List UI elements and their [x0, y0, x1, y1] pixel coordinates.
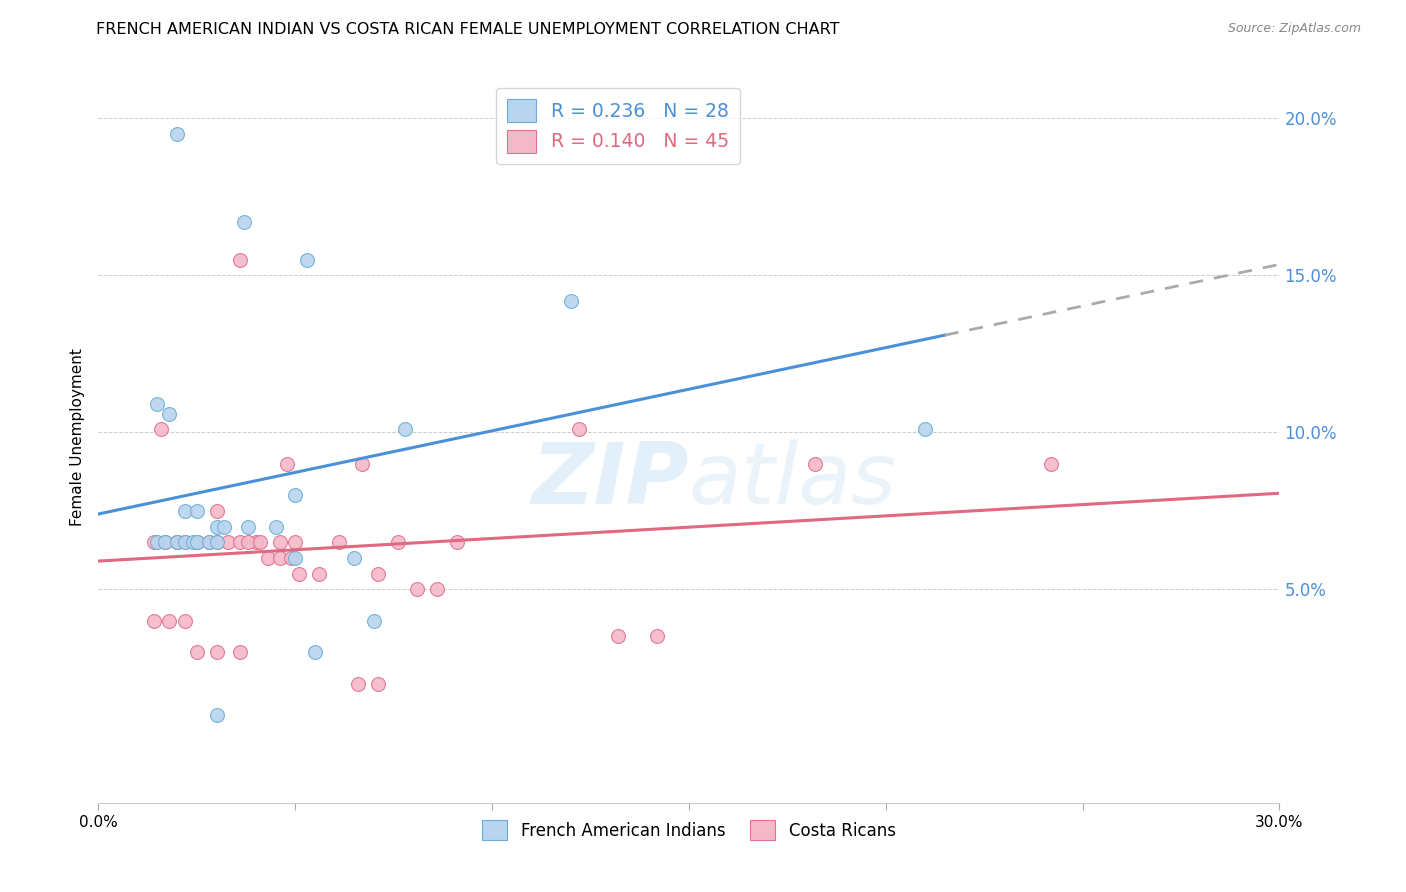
Point — [142, 535, 165, 549]
Point — [367, 566, 389, 581]
Point — [174, 504, 197, 518]
Point — [205, 707, 228, 722]
Point — [394, 422, 416, 436]
Point — [284, 488, 307, 502]
Point — [233, 215, 256, 229]
Point — [217, 535, 239, 549]
Point — [181, 535, 204, 549]
Point — [146, 535, 169, 549]
Point — [174, 614, 197, 628]
Point — [276, 457, 298, 471]
Point — [205, 535, 228, 549]
Point — [166, 535, 188, 549]
Text: atlas: atlas — [689, 440, 897, 523]
Point — [174, 535, 197, 549]
Point — [295, 252, 318, 267]
Point — [229, 252, 252, 267]
Point — [269, 550, 291, 565]
Point — [205, 519, 228, 533]
Point — [197, 535, 219, 549]
Point — [214, 519, 236, 533]
Point — [352, 457, 374, 471]
Point — [308, 566, 330, 581]
Text: FRENCH AMERICAN INDIAN VS COSTA RICAN FEMALE UNEMPLOYMENT CORRELATION CHART: FRENCH AMERICAN INDIAN VS COSTA RICAN FE… — [96, 22, 839, 37]
Point — [387, 535, 409, 549]
Point — [205, 645, 228, 659]
Point — [245, 535, 267, 549]
Point — [186, 535, 208, 549]
Point — [406, 582, 429, 597]
Point — [363, 614, 385, 628]
Point — [186, 535, 208, 549]
Point — [205, 504, 228, 518]
Point — [157, 614, 180, 628]
Text: ZIP: ZIP — [531, 440, 689, 523]
Point — [166, 535, 188, 549]
Point — [288, 566, 311, 581]
Point — [155, 535, 177, 549]
Point — [166, 127, 188, 141]
Point — [142, 614, 165, 628]
Point — [560, 293, 582, 308]
Point — [150, 422, 173, 436]
Point — [269, 535, 291, 549]
Point — [155, 535, 177, 549]
Point — [229, 535, 252, 549]
Point — [197, 535, 219, 549]
Point — [186, 645, 208, 659]
Point — [347, 676, 370, 690]
Point — [146, 397, 169, 411]
Y-axis label: Female Unemployment: Female Unemployment — [69, 348, 84, 526]
Point — [426, 582, 449, 597]
Point — [236, 519, 259, 533]
Point — [280, 550, 302, 565]
Point — [568, 422, 591, 436]
Point — [186, 504, 208, 518]
Point — [446, 535, 468, 549]
Point — [174, 535, 197, 549]
Point — [229, 645, 252, 659]
Point — [607, 629, 630, 643]
Point — [343, 550, 366, 565]
Point — [367, 676, 389, 690]
Legend: French American Indians, Costa Ricans: French American Indians, Costa Ricans — [475, 814, 903, 847]
Point — [249, 535, 271, 549]
Point — [236, 535, 259, 549]
Point — [914, 422, 936, 436]
Point — [264, 519, 287, 533]
Point — [256, 550, 278, 565]
Point — [284, 535, 307, 549]
Point — [804, 457, 827, 471]
Point — [304, 645, 326, 659]
Point — [328, 535, 350, 549]
Point — [166, 535, 188, 549]
Point — [186, 535, 208, 549]
Point — [1040, 457, 1063, 471]
Text: Source: ZipAtlas.com: Source: ZipAtlas.com — [1227, 22, 1361, 36]
Point — [647, 629, 669, 643]
Point — [157, 407, 180, 421]
Point — [205, 535, 228, 549]
Point — [284, 550, 307, 565]
